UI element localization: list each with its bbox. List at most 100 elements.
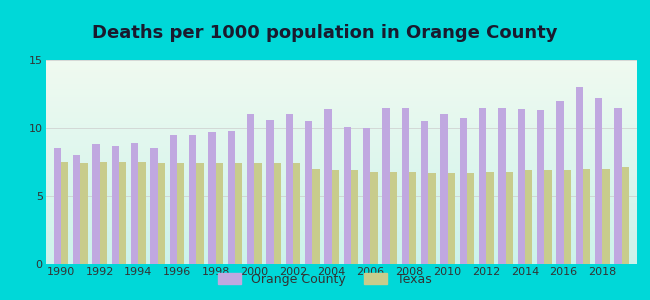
Bar: [46, 250, 637, 251]
Bar: [285, 114, 293, 264]
Bar: [46, 224, 637, 225]
Bar: [46, 220, 637, 221]
Bar: [46, 77, 637, 78]
Bar: [46, 61, 637, 62]
Bar: [46, 218, 637, 219]
Bar: [46, 88, 637, 89]
Bar: [46, 142, 637, 143]
Bar: [525, 170, 532, 264]
Bar: [81, 164, 88, 264]
Bar: [46, 131, 637, 132]
Bar: [46, 65, 637, 66]
Bar: [332, 170, 339, 264]
Bar: [46, 263, 637, 264]
Bar: [157, 164, 165, 264]
Bar: [46, 110, 637, 111]
Bar: [46, 214, 637, 215]
Bar: [46, 255, 637, 256]
Bar: [46, 256, 637, 257]
Bar: [46, 242, 637, 243]
Bar: [53, 148, 61, 264]
Bar: [46, 237, 637, 238]
Bar: [46, 119, 637, 120]
Bar: [46, 83, 637, 84]
Bar: [46, 223, 637, 224]
Bar: [46, 102, 637, 103]
Bar: [46, 186, 637, 187]
Bar: [46, 162, 637, 163]
Bar: [602, 169, 610, 264]
Bar: [46, 209, 637, 210]
Bar: [46, 246, 637, 247]
Bar: [235, 164, 242, 264]
Bar: [46, 181, 637, 182]
Bar: [46, 221, 637, 222]
Bar: [46, 124, 637, 125]
Bar: [46, 179, 637, 180]
Bar: [46, 197, 637, 198]
Bar: [46, 155, 637, 156]
Bar: [254, 164, 261, 264]
Bar: [46, 228, 637, 229]
Bar: [46, 60, 637, 61]
Bar: [46, 205, 637, 206]
Bar: [46, 92, 637, 93]
Bar: [293, 164, 300, 264]
Bar: [46, 262, 637, 263]
Bar: [46, 138, 637, 139]
Bar: [46, 193, 637, 194]
Bar: [46, 176, 637, 177]
Bar: [46, 118, 637, 119]
Bar: [46, 85, 637, 86]
Bar: [46, 115, 637, 116]
Bar: [486, 172, 493, 264]
Bar: [46, 117, 637, 118]
Bar: [46, 207, 637, 208]
Bar: [556, 101, 564, 264]
Bar: [46, 173, 637, 174]
Bar: [46, 93, 637, 94]
Bar: [46, 166, 637, 167]
Bar: [46, 215, 637, 216]
Bar: [46, 236, 637, 237]
Bar: [46, 151, 637, 152]
Bar: [189, 135, 196, 264]
Bar: [46, 178, 637, 179]
Bar: [46, 212, 637, 213]
Bar: [46, 130, 637, 131]
Bar: [46, 190, 637, 191]
Bar: [46, 120, 637, 121]
Bar: [266, 120, 274, 264]
Bar: [621, 167, 629, 264]
Bar: [46, 66, 637, 67]
Bar: [150, 148, 157, 264]
Bar: [46, 116, 637, 117]
Bar: [46, 122, 637, 123]
Bar: [46, 201, 637, 202]
Bar: [61, 162, 68, 264]
Bar: [46, 123, 637, 124]
Bar: [46, 125, 637, 126]
Bar: [46, 78, 637, 79]
Bar: [46, 165, 637, 166]
Bar: [46, 257, 637, 258]
Bar: [46, 85, 637, 86]
Bar: [46, 249, 637, 250]
Bar: [389, 172, 397, 264]
Bar: [46, 183, 637, 184]
Bar: [595, 98, 602, 264]
Bar: [46, 160, 637, 161]
Bar: [46, 232, 637, 233]
Bar: [46, 213, 637, 214]
Bar: [46, 230, 637, 231]
Bar: [46, 251, 637, 252]
Bar: [324, 109, 332, 264]
Bar: [46, 137, 637, 138]
Bar: [537, 110, 544, 264]
Bar: [73, 155, 81, 264]
Bar: [46, 107, 637, 108]
Bar: [46, 72, 637, 73]
Bar: [46, 222, 637, 223]
Bar: [46, 96, 637, 97]
Text: Deaths per 1000 population in Orange County: Deaths per 1000 population in Orange Cou…: [92, 24, 558, 42]
